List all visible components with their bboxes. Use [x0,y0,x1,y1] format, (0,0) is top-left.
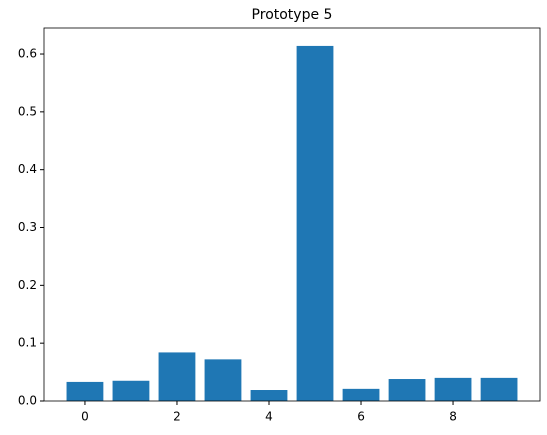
chart-title: Prototype 5 [252,7,333,23]
y-tick-label: 0.5 [18,104,37,118]
bar [480,377,518,401]
bar [158,352,196,401]
bar [204,359,242,401]
x-tick-label: 0 [81,410,89,424]
y-tick-label: 0.0 [18,394,37,408]
y-tick-label: 0.3 [18,220,37,234]
bar [112,380,150,401]
y-tick-label: 0.1 [18,336,37,350]
bar [296,45,334,402]
x-tick-label: 2 [173,410,181,424]
bar [342,388,380,401]
y-tick-label: 0.4 [18,162,37,176]
x-tick-label: 8 [449,410,457,424]
x-tick-label: 6 [357,410,365,424]
bar [250,390,288,401]
bar [434,377,472,401]
plot-frame [43,27,541,402]
x-tick-label: 4 [265,410,273,424]
bar [388,379,426,401]
bar [66,381,104,401]
y-tick-label: 0.6 [18,47,37,61]
y-tick-label: 0.2 [18,278,37,292]
